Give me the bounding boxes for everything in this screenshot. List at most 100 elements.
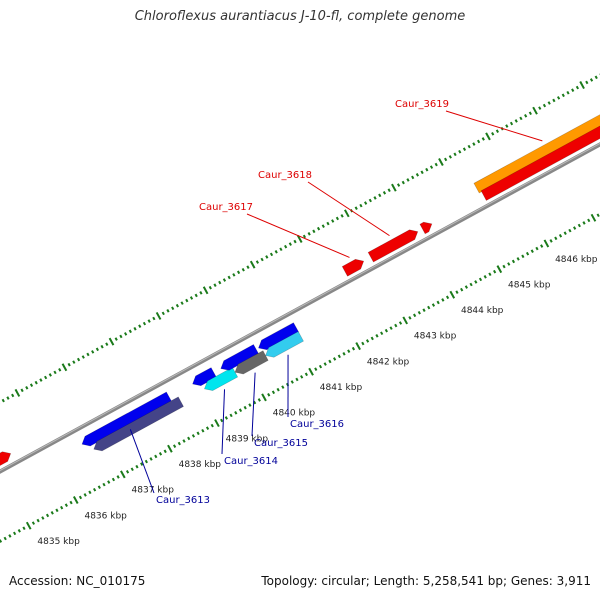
reverse-scale-dot xyxy=(380,331,384,336)
reverse-scale-dot xyxy=(295,377,299,382)
reverse-scale-dot xyxy=(111,477,116,482)
reverse-scale-dot xyxy=(449,290,456,299)
gene-label-caur-3615[interactable]: Caur_3615 xyxy=(254,438,308,449)
reverse-scale-dot xyxy=(267,393,271,397)
reverse-scale-dot xyxy=(540,244,544,248)
forward-scale-dot xyxy=(155,311,162,320)
reverse-scale-dot xyxy=(431,303,436,307)
forward-scale-dot xyxy=(354,206,358,210)
reverse-scale-dot xyxy=(3,536,7,541)
gene-labels-layer: Caur_3617 Caur_3618 Caur_3619 Caur_3613 Caur… xyxy=(129,99,543,506)
forward-scale-dot xyxy=(296,234,303,243)
reverse-scale-dot xyxy=(577,223,581,228)
reverse-scale-dot xyxy=(422,308,426,312)
gene-arrow-rev-top[interactable] xyxy=(258,322,300,351)
forward-scale-dot xyxy=(434,162,438,167)
gene-arrow-caur-3617[interactable] xyxy=(341,258,365,277)
gene-arrow-caur-3615[interactable] xyxy=(234,350,269,375)
forward-scale-dot xyxy=(67,362,71,367)
reverse-scale-dot xyxy=(248,403,252,407)
gene-arrow-caur-3616[interactable] xyxy=(265,331,304,358)
reverse-scale-dot xyxy=(464,285,468,289)
reverse-scale-dot xyxy=(163,449,167,454)
reverse-scale-dot xyxy=(460,287,464,292)
gene-arrow-caur-3618[interactable] xyxy=(367,229,419,263)
reverse-scale-dot xyxy=(355,342,361,351)
forward-scale-dot xyxy=(265,255,269,259)
reverse-scale-dot xyxy=(271,390,276,395)
reverse-scale-dot xyxy=(154,454,158,459)
forward-scale-dots xyxy=(0,73,600,405)
reverse-scale-dot xyxy=(60,505,64,510)
scale-tick-label: 4836 kbp xyxy=(84,511,127,521)
forward-scale-dot xyxy=(255,260,259,264)
forward-scale-dot xyxy=(166,309,170,313)
reverse-scale-dot xyxy=(130,467,134,472)
gene-label-caur-3617[interactable]: Caur_3617 xyxy=(199,202,253,213)
forward-scale-dot xyxy=(425,167,429,172)
forward-scale-dot xyxy=(114,337,118,341)
reverse-scale-dot xyxy=(573,226,577,230)
reverse-scale-dot xyxy=(328,359,332,364)
reverse-scale-dot xyxy=(413,313,417,318)
gene-label-caur-3618[interactable]: Caur_3618 xyxy=(258,170,312,181)
forward-scale-dot xyxy=(72,360,76,364)
reverse-scale-dot xyxy=(549,239,553,243)
scale-tick-label: 4843 kbp xyxy=(414,332,457,342)
gene-arrow-fwd-left[interactable] xyxy=(0,451,12,471)
reverse-scale-dot xyxy=(445,295,450,300)
gene-arrow-rev-3613-dark[interactable] xyxy=(93,396,184,452)
forward-scale-dot xyxy=(249,260,256,269)
gene-label-caur-3614[interactable]: Caur_3614 xyxy=(224,456,278,467)
forward-scale-dot xyxy=(396,183,401,187)
gene-leader-line xyxy=(129,429,155,494)
reverse-scale-dot xyxy=(257,398,261,402)
gene-arrow-caur-3618b[interactable] xyxy=(419,221,433,235)
gene-label-caur-3616[interactable]: Caur_3616 xyxy=(290,419,344,430)
forward-scale-dot xyxy=(312,229,316,234)
forward-scale-dot xyxy=(444,157,448,162)
forward-scale-dot xyxy=(391,183,397,192)
reverse-scale-dot xyxy=(365,339,370,343)
reverse-scale-dot xyxy=(394,323,398,328)
forward-scale-dot xyxy=(222,278,227,282)
reverse-scale-dot xyxy=(408,316,412,320)
reverse-scale-dot xyxy=(590,213,597,222)
gene-arrow-fwd-3619-red[interactable] xyxy=(480,116,600,201)
forward-scale-dot xyxy=(373,196,377,200)
gene-arrow-caur-3619[interactable] xyxy=(473,109,600,194)
forward-scale-dot xyxy=(91,350,95,354)
gene-arrow-rev-mid[interactable] xyxy=(220,344,260,371)
gene-label-caur-3613[interactable]: Caur_3613 xyxy=(156,495,210,506)
reverse-scale-dot xyxy=(337,354,341,359)
reverse-scale-dot xyxy=(596,213,600,218)
forward-scale-dot xyxy=(552,98,556,103)
reverse-scale-dot xyxy=(83,493,87,497)
forward-scale-dot xyxy=(246,265,250,269)
forward-scale-dot xyxy=(34,380,38,385)
gene-arrow-caur-3613[interactable] xyxy=(81,391,173,447)
forward-scale-dot xyxy=(100,344,104,349)
reverse-scale-dot xyxy=(441,298,445,302)
reverse-scale-dot xyxy=(182,439,186,443)
reverse-scale-dot xyxy=(543,239,550,248)
forward-scale-dot xyxy=(199,291,203,295)
reverse-scale-dot xyxy=(535,246,539,251)
forward-scale-dot xyxy=(505,124,509,128)
gene-label-caur-3619[interactable]: Caur_3619 xyxy=(395,99,449,110)
reverse-scale-dot xyxy=(474,280,478,284)
forward-scale-dot xyxy=(260,257,264,262)
forward-scale-dot xyxy=(561,93,565,98)
reverse-scale-dot xyxy=(177,441,181,446)
reverse-scale-dot xyxy=(261,393,267,402)
reverse-scale-dot xyxy=(370,336,374,341)
forward-scale-dot xyxy=(288,242,292,246)
gene-arrow-rev-small[interactable] xyxy=(192,367,217,387)
forward-scale-dot xyxy=(185,298,189,303)
reverse-scale-dot xyxy=(384,328,388,333)
forward-scale-dot xyxy=(76,357,81,362)
reverse-scale-dot xyxy=(191,434,196,438)
forward-scale-dot xyxy=(208,285,212,290)
gene-arrow-caur-3614[interactable] xyxy=(203,366,239,391)
